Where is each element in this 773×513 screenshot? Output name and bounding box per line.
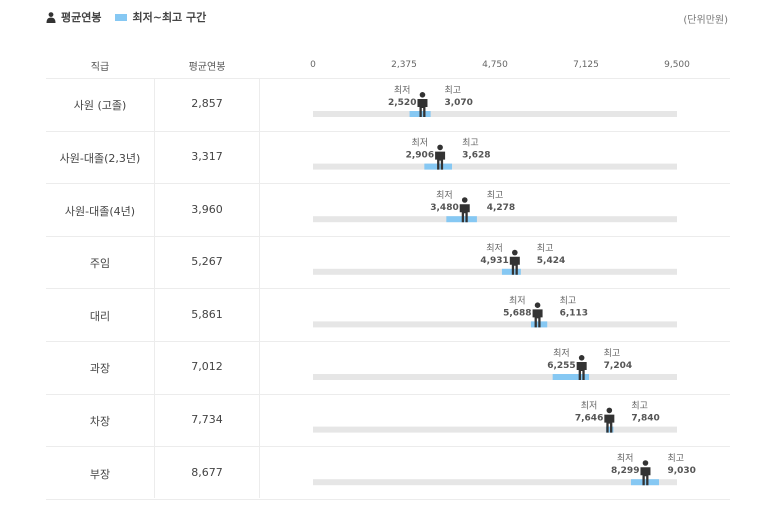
avg-person-marker — [509, 249, 520, 275]
range-track — [313, 426, 677, 433]
min-value: 7,646 — [575, 414, 603, 424]
column-divider — [259, 78, 260, 498]
row-rule — [46, 183, 730, 185]
tick-label: 4,750 — [482, 60, 508, 70]
max-caption: 최고 — [462, 138, 479, 149]
min-caption: 최저 — [553, 348, 570, 359]
range-bar — [630, 479, 659, 486]
max-caption: 최고 — [667, 453, 684, 464]
min-caption: 최저 — [617, 453, 634, 464]
row-label: 대리 — [89, 309, 111, 323]
row-label: 차장 — [89, 414, 111, 428]
range-bar — [501, 268, 521, 275]
min-value: 8,299 — [611, 466, 639, 476]
range-bar — [552, 374, 590, 380]
avg-person-marker — [532, 302, 543, 328]
min-caption: 최저 — [436, 190, 453, 201]
unit-label: (단위만원) — [683, 15, 728, 26]
max-value: 9,030 — [667, 466, 695, 476]
row-label: 주임 — [89, 257, 111, 271]
tick-label: 2,375 — [391, 60, 417, 70]
range-track — [313, 216, 677, 223]
min-caption: 최저 — [394, 85, 411, 96]
avg-person-marker — [459, 197, 470, 223]
row-avg-value: 7,734 — [191, 412, 223, 426]
max-caption: 최고 — [604, 348, 621, 359]
avg-person-marker — [576, 355, 587, 380]
row-avg-value: 7,012 — [191, 360, 223, 374]
row-avg-value: 5,267 — [191, 255, 223, 269]
row-rule — [46, 446, 730, 448]
range-track — [313, 479, 677, 486]
header-avg: 평균연봉 — [188, 62, 226, 73]
avg-person-marker — [435, 144, 446, 170]
min-value: 2,906 — [406, 151, 434, 161]
min-caption: 최저 — [412, 138, 429, 149]
min-value: 2,520 — [388, 98, 416, 108]
legend-avg: 평균연봉 — [46, 9, 101, 25]
row-avg-value: 8,677 — [191, 465, 223, 479]
max-caption: 최고 — [487, 190, 504, 201]
legend-range-label: 최저~최고 구간 — [132, 11, 207, 24]
header-rule — [46, 78, 730, 79]
tick-label: 9,500 — [664, 60, 690, 70]
min-caption: 최저 — [581, 401, 598, 412]
row-rule — [46, 288, 730, 290]
min-value: 4,931 — [480, 256, 508, 266]
max-caption: 최고 — [537, 243, 554, 254]
tick-label: 0 — [310, 60, 316, 70]
row-label: 사원-대졸(4년) — [64, 204, 136, 218]
legend-range: 최저~최고 구간 — [115, 9, 206, 25]
range-track — [313, 321, 677, 328]
max-caption: 최고 — [631, 401, 648, 412]
tick-label: 7,125 — [573, 60, 599, 70]
range-bar — [605, 426, 614, 433]
row-avg-value: 2,857 — [191, 97, 223, 111]
range-track — [313, 163, 677, 170]
legend-avg-label: 평균연봉 — [61, 11, 102, 24]
max-value: 5,424 — [537, 256, 565, 266]
row-label: 사원-대졸(2,3년) — [59, 151, 141, 165]
avg-person-marker — [604, 407, 615, 433]
max-value: 3,628 — [462, 151, 490, 161]
range-bar — [446, 216, 477, 223]
row-label: 과장 — [89, 362, 111, 376]
max-value: 6,113 — [560, 308, 588, 318]
row-label: 사원 (고졸) — [73, 99, 127, 113]
row-rule — [46, 498, 730, 500]
avg-person-marker — [417, 92, 428, 117]
row-label: 부장 — [89, 467, 111, 481]
row-rule — [46, 393, 730, 395]
min-value: 6,255 — [547, 361, 575, 371]
person-icon — [46, 11, 56, 23]
max-value: 4,278 — [487, 203, 515, 213]
max-value: 7,204 — [604, 361, 632, 371]
legend: 평균연봉 최저~최고 구간 — [46, 9, 220, 25]
row-avg-value: 5,861 — [191, 307, 223, 321]
max-value: 3,070 — [444, 98, 472, 108]
max-caption: 최고 — [560, 295, 577, 306]
range-track — [313, 268, 677, 275]
row-avg-value: 3,317 — [191, 149, 223, 163]
min-caption: 최저 — [486, 243, 503, 254]
max-value: 7,840 — [631, 414, 659, 424]
row-rule — [46, 130, 730, 132]
range-track — [313, 111, 677, 117]
range-track — [313, 374, 677, 380]
header-rank: 직급 — [90, 62, 110, 73]
min-value: 3,480 — [430, 203, 458, 213]
row-avg-value: 3,960 — [191, 202, 223, 216]
max-caption: 최고 — [444, 85, 461, 96]
avg-person-marker — [640, 460, 651, 486]
min-caption: 최저 — [509, 295, 526, 306]
min-value: 5,688 — [503, 308, 531, 318]
row-rule — [46, 235, 730, 237]
legend-range-swatch — [115, 13, 128, 21]
row-rule — [46, 341, 730, 342]
column-divider — [154, 78, 155, 498]
